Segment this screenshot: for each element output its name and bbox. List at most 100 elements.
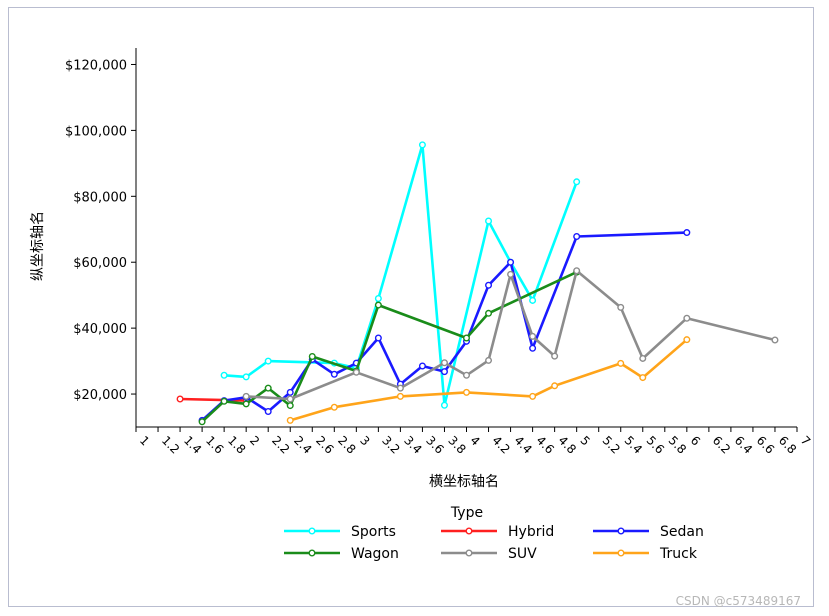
legend-title: Type (450, 505, 483, 521)
x-tick-label: 2.4 (291, 433, 314, 456)
legend-label: Sedan (660, 524, 704, 540)
x-tick-label: 4.2 (489, 433, 512, 456)
line-chart: $20,000 $40,000 $60,000 $80,000 $100,000 $120… (30, 48, 813, 562)
data-point-suv (683, 314, 691, 322)
data-point-suv (573, 267, 581, 275)
data-point-suv (242, 392, 250, 400)
x-tick-label: 1.8 (225, 433, 248, 456)
data-point-sedan (286, 388, 294, 396)
data-point-suv (463, 371, 471, 379)
data-point-suv (771, 336, 779, 344)
legend-label: Hybrid (508, 524, 554, 540)
data-point-sedan (507, 258, 515, 266)
x-tick-label: 1.4 (181, 433, 204, 456)
series-sports (220, 141, 581, 409)
data-point-wagon (485, 309, 493, 317)
data-point-suv (352, 368, 360, 376)
data-point-wagon (242, 400, 250, 408)
series-line-sedan (201, 231, 687, 422)
data-point-wagon (308, 352, 316, 360)
data-point-suv (507, 270, 515, 278)
y-tick-label: $80,000 (73, 190, 127, 205)
legend-swatch-marker (465, 527, 473, 535)
data-point-sedan (418, 362, 426, 370)
x-tick-label: 1 (137, 433, 152, 448)
legend: Sports Hybrid Sedan Wagon SUV Truck (284, 524, 704, 562)
data-point-suv (617, 303, 625, 311)
x-tick-label: 5.8 (666, 433, 689, 456)
data-point-sedan (573, 233, 581, 241)
data-point-truck (330, 403, 338, 411)
x-tick-label: 2.8 (335, 433, 358, 456)
x-tick-label: 5.2 (600, 433, 623, 456)
series-truck (286, 336, 691, 424)
data-point-sedan (264, 408, 272, 416)
x-tick-label: 4.6 (533, 433, 556, 456)
legend-label: SUV (508, 546, 537, 562)
data-point-sports (573, 178, 581, 186)
data-point-truck (639, 374, 647, 382)
x-tick-label: 4.4 (511, 433, 534, 456)
data-point-wagon (374, 301, 382, 309)
data-point-truck (617, 359, 625, 367)
data-point-truck (551, 382, 559, 390)
legend-item-sports: Sports (284, 524, 396, 540)
y-tick-label: $40,000 (73, 322, 127, 337)
data-point-suv (639, 354, 647, 362)
data-point-hybrid (176, 395, 184, 403)
data-point-truck (396, 392, 404, 400)
x-tick-label: 1.6 (203, 433, 226, 456)
x-tick-label: 5 (578, 433, 593, 448)
x-tick-label: 3.6 (423, 433, 446, 456)
legend-swatch-marker (308, 549, 316, 557)
data-point-sports (242, 373, 250, 381)
x-axis-label: 横坐标轴名 (429, 474, 499, 490)
data-point-suv (485, 356, 493, 364)
data-point-truck (683, 336, 691, 344)
data-point-sedan (683, 229, 691, 237)
x-tick-label: 6.8 (776, 433, 799, 456)
series-suv (242, 267, 779, 403)
data-point-sports (485, 217, 493, 225)
legend-label: Sports (351, 524, 396, 540)
y-tick-label: $60,000 (73, 256, 127, 271)
series-line-sports (224, 143, 578, 407)
legend-item-truck: Truck (593, 546, 698, 562)
data-point-sedan (330, 370, 338, 378)
x-tick-label: 2 (247, 433, 262, 448)
series-line-suv (246, 269, 776, 401)
legend-item-hybrid: Hybrid (441, 524, 554, 540)
data-point-suv (286, 395, 294, 403)
data-point-wagon (463, 334, 471, 342)
x-tick-label: 5.4 (622, 433, 645, 456)
data-point-sports (529, 296, 537, 304)
legend-swatch-marker (617, 549, 625, 557)
data-point-sports (374, 294, 382, 302)
data-point-sedan (374, 334, 382, 342)
series-layer (176, 141, 779, 426)
data-point-sports (418, 141, 426, 149)
x-tick-label: 3.8 (445, 433, 468, 456)
y-tick-label: $100,000 (65, 124, 127, 139)
x-tick-label: 6 (688, 433, 703, 448)
y-tick-label: $20,000 (73, 388, 127, 403)
legend-item-sedan: Sedan (593, 524, 704, 540)
data-point-suv (440, 359, 448, 367)
watermark: CSDN @c573489167 (675, 594, 801, 608)
x-tick-label: 6.4 (732, 433, 755, 456)
data-point-sedan (529, 344, 537, 352)
x-tick-label: 4 (467, 433, 482, 448)
y-tick-label: $120,000 (65, 58, 127, 73)
x-tick-label: 4.8 (556, 433, 579, 456)
x-tick-label: 1.2 (159, 433, 182, 456)
data-point-sports (264, 357, 272, 365)
legend-label: Wagon (351, 546, 399, 562)
series-line-hybrid (180, 397, 247, 402)
x-tick-label: 6.2 (710, 433, 733, 456)
legend-item-suv: SUV (441, 546, 537, 562)
series-line-truck (289, 338, 688, 422)
series-wagon (198, 268, 581, 426)
chart-frame: $20,000 $40,000 $60,000 $80,000 $100,000 $120… (8, 7, 814, 607)
x-tick-label: 7 (798, 433, 813, 448)
x-tick-label: 3 (357, 433, 372, 448)
